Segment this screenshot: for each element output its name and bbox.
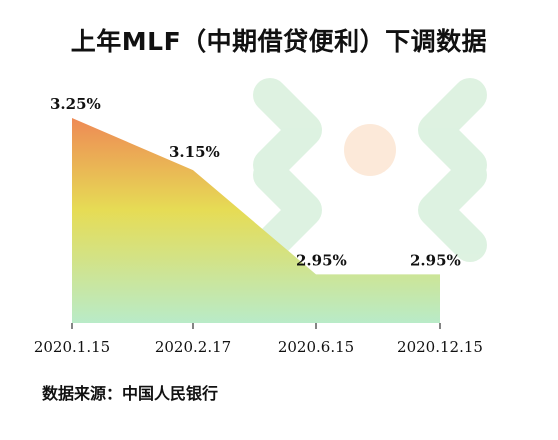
x-tick-label-1: 2020.2.17 [155, 338, 231, 356]
x-tick-label-0: 2020.1.15 [34, 338, 110, 356]
data-label-3: 2.95% [410, 251, 461, 269]
area-fill [72, 118, 440, 323]
data-label-0: 3.25% [50, 95, 101, 113]
chart-title: 上年MLF（中期借贷便利）下调数据 [70, 27, 488, 56]
x-tick-label-2: 2020.6.15 [278, 338, 354, 356]
data-label-2: 2.95% [296, 251, 347, 269]
x-tick-label-3: 2020.12.15 [397, 338, 483, 356]
data-source: 数据来源：中国人民银行 [42, 384, 219, 403]
data-label-1: 3.15% [169, 143, 220, 161]
